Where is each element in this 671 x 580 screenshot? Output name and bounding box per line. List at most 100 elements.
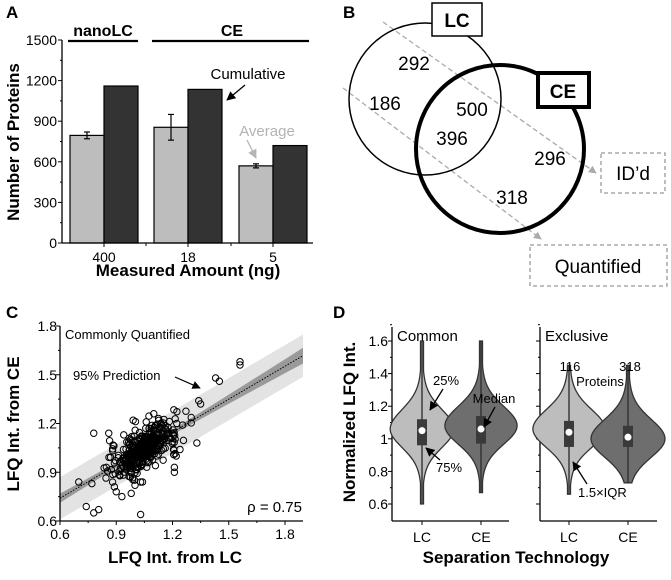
data-point: [151, 461, 160, 470]
data-point: [138, 478, 147, 486]
data-point: [176, 445, 184, 454]
data-point: [170, 463, 179, 472]
subpanel-exclusive: Exclusive LC CE: [532, 324, 666, 545]
venn-label-lc: LC: [444, 11, 470, 32]
y-tick-label: 900: [34, 113, 58, 129]
bar-average-5: [238, 165, 274, 244]
panel-a-bar-chart: A 400 18 5 0 300 600 900 1200 1500 Measured Amoun…: [4, 3, 313, 280]
data-point: [128, 464, 137, 473]
venn-circle-lc: [348, 22, 502, 176]
violin-common-lc: [389, 340, 455, 505]
data-point: [159, 456, 167, 464]
data-point: [123, 465, 131, 473]
data-point: [179, 436, 188, 445]
data-point: [149, 433, 157, 441]
data-point: [187, 419, 195, 427]
violins: 0.6 0.8 1 1.2 1.4 1.6 Common LC CE Exclusive LC CE 1…: [340, 324, 666, 567]
data-point: [102, 474, 110, 482]
data-point: [136, 478, 145, 486]
x-tick-label-lc: LC: [560, 529, 578, 545]
x-tick-label-5: 5: [269, 249, 277, 265]
x-axis-title: Separation Technology: [423, 548, 610, 567]
data-point: [134, 453, 143, 462]
data-point: [111, 470, 119, 478]
y-tick-label: 0.6: [369, 496, 389, 512]
subpanel-common: 0.6 0.8 1 1.2 1.4 1.6 Common LC CE: [369, 324, 518, 545]
annotation-rho: ρ = 0.75: [247, 499, 302, 516]
data-point: [158, 429, 166, 437]
data-point: [111, 456, 120, 465]
data-point: [131, 465, 140, 474]
y-tick-label: 1200: [26, 73, 57, 89]
violin-exclusive-lc: [532, 364, 606, 495]
venn: LC CE 292 186 500 396 296 318 ID’d Quantified: [342, 2, 668, 287]
data-point: [90, 509, 98, 517]
panel-d-violin-plot: D 0.6 0.8 1 1.2 1.4 1.6 Common LC CE Exclusive LC C…: [333, 303, 666, 567]
y-tick-label: 0.9: [38, 464, 58, 480]
y-tick-label: 1.5: [38, 367, 58, 383]
error-bar-18: [168, 113, 174, 141]
data-point: [116, 458, 124, 466]
data-point: [135, 428, 144, 437]
y-tick-label: 1.2: [38, 416, 58, 432]
venn-count-identified-lc-only: 292: [398, 54, 430, 75]
y-tick-label: 300: [34, 194, 58, 210]
scatter: 0.6 0.9 1.2 1.5 1.8 0.6 0.9 1.2 1.5 1.8 LFQ Int. f…: [4, 318, 303, 567]
data-point: [128, 474, 137, 482]
median-dot: [624, 433, 632, 441]
venn-count-quantified-lc-only: 186: [369, 94, 401, 115]
x-axis-title: Measured Amount (ng): [96, 261, 280, 280]
panel-c-scatter-plot: C 0.6 0.9 1.2 1.5 1.8 0.6 0.9 1.2 1.5 1.8 LFQ Int.…: [4, 303, 303, 567]
arrow-average: [246, 139, 257, 159]
annotation-median: Median: [473, 391, 516, 406]
venn-count-quantified-ce-only: 318: [496, 188, 528, 209]
violin-exclusive-ce: [590, 364, 666, 484]
x-tick-label: 1.2: [163, 526, 183, 542]
data-point: [131, 481, 139, 489]
data-point: [145, 412, 153, 420]
data-point: [196, 400, 205, 408]
y-tick-label: 1.6: [369, 333, 389, 349]
guide-line-quantified: [342, 87, 542, 240]
data-point: [158, 446, 166, 455]
annotation-average: Average: [239, 123, 295, 140]
data-point: [169, 426, 177, 434]
data-point: [127, 489, 135, 498]
data-point: [187, 413, 195, 422]
data-point: [105, 429, 113, 437]
data-point: [108, 478, 117, 486]
arrow-iqr: [572, 461, 588, 485]
y-axis-title: LFQ Int. from CE: [4, 356, 23, 491]
x-tick-label: 0.9: [107, 526, 127, 542]
annotation-25-percent: 25%: [433, 373, 459, 388]
data-point: [158, 422, 166, 430]
data-point: [150, 423, 158, 432]
y-tick-label: 1.8: [38, 318, 58, 334]
annotation-75-percent: 75%: [436, 460, 462, 475]
data-point: [143, 452, 151, 460]
x-tick-label-ce: CE: [618, 529, 637, 545]
arrow-median: [483, 406, 496, 428]
data-point: [143, 443, 152, 451]
data-point: [143, 433, 151, 441]
tag-box-identified: [600, 152, 666, 194]
data-point: [150, 410, 158, 418]
x-tick-label-400: 400: [92, 249, 116, 265]
error-bar-400: [84, 131, 90, 140]
data-point: [105, 453, 113, 462]
data-point: [130, 432, 138, 440]
guide-line-identified: [382, 21, 597, 174]
confidence-band: [60, 347, 303, 503]
x-tick-label-lc: LC: [413, 529, 431, 545]
x-tick-label-ce: CE: [471, 529, 490, 545]
data-point: [128, 432, 136, 441]
bar-cumulative-18: [187, 88, 223, 244]
venn-label-ce: CE: [550, 82, 576, 103]
protein-count-lc: 116: [560, 359, 581, 374]
bar-cumulative-400: [103, 85, 139, 244]
data-point: [215, 377, 224, 385]
arrow-75-percent: [425, 447, 441, 461]
data-point: [236, 358, 244, 366]
data-point: [119, 471, 127, 479]
y-tick-label: 600: [34, 154, 58, 170]
